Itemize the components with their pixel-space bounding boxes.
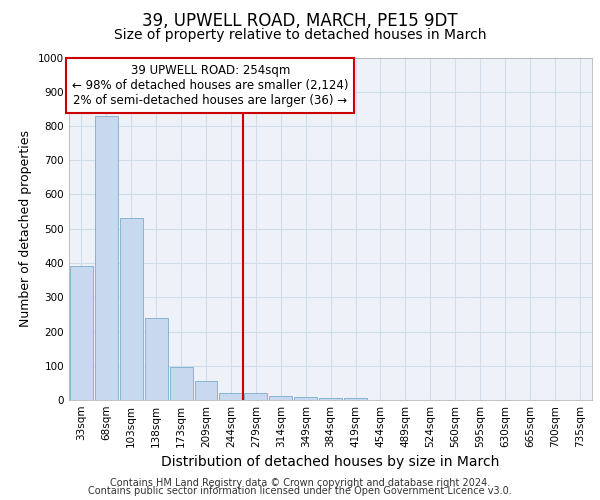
Bar: [319, 398, 342, 400]
Bar: [70, 266, 93, 400]
Bar: [220, 393, 242, 400]
Text: Contains HM Land Registry data © Crown copyright and database right 2024.: Contains HM Land Registry data © Crown c…: [110, 478, 490, 488]
Bar: [194, 381, 217, 400]
Bar: [120, 218, 143, 400]
Bar: [244, 393, 268, 400]
Bar: [294, 396, 317, 400]
Bar: [269, 396, 292, 400]
Text: 39 UPWELL ROAD: 254sqm
← 98% of detached houses are smaller (2,124)
2% of semi-d: 39 UPWELL ROAD: 254sqm ← 98% of detached…: [72, 64, 349, 108]
Bar: [95, 116, 118, 400]
Text: 39, UPWELL ROAD, MARCH, PE15 9DT: 39, UPWELL ROAD, MARCH, PE15 9DT: [142, 12, 458, 30]
Bar: [344, 398, 367, 400]
Y-axis label: Number of detached properties: Number of detached properties: [19, 130, 32, 327]
Bar: [170, 368, 193, 400]
Text: Contains public sector information licensed under the Open Government Licence v3: Contains public sector information licen…: [88, 486, 512, 496]
Bar: [145, 318, 167, 400]
Text: Size of property relative to detached houses in March: Size of property relative to detached ho…: [114, 28, 486, 42]
X-axis label: Distribution of detached houses by size in March: Distribution of detached houses by size …: [161, 456, 500, 469]
